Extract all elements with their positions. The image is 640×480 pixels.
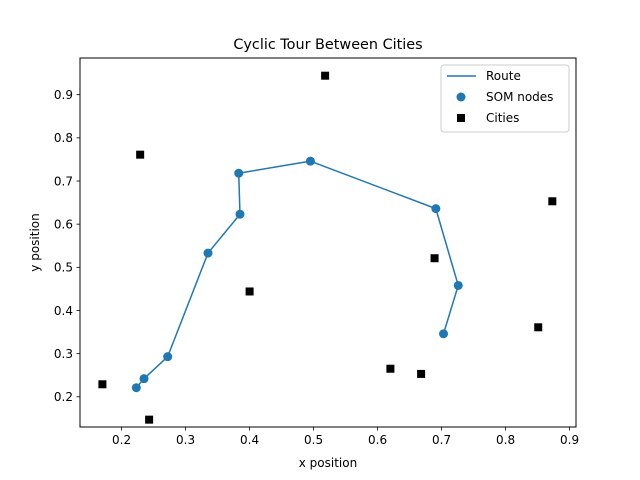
x-axis-label: x position: [299, 456, 357, 470]
city-point-4: [245, 287, 254, 296]
city-point-6: [386, 364, 395, 373]
som-node-point-5: [235, 209, 245, 219]
legend-cities-swatch: [457, 114, 465, 122]
y-tick-label-0: 0.2: [54, 390, 73, 404]
y-tick-label-7: 0.9: [54, 88, 73, 102]
x-axis-ticks: 0.2 0.3 0.4 0.5 0.6 0.7 0.8 0.9: [112, 427, 579, 447]
city-point-3: [430, 254, 439, 263]
y-tick-label-3: 0.5: [54, 261, 73, 275]
legend-box: [440, 64, 570, 133]
som-node-point-1: [453, 280, 463, 290]
city-point-8: [98, 380, 107, 389]
x-tick-label-5: 0.7: [432, 433, 451, 447]
som-node-point-2: [431, 204, 441, 214]
x-tick-label-3: 0.5: [304, 433, 323, 447]
y-tick-label-2: 0.4: [54, 304, 73, 318]
x-tick-label-4: 0.6: [368, 433, 387, 447]
som-node-point-6: [203, 248, 213, 258]
som-node-point-3: [305, 156, 315, 166]
chart-title: Cyclic Tour Between Cities: [233, 37, 422, 53]
x-tick-label-7: 0.9: [560, 433, 579, 447]
y-axis-label: y position: [28, 213, 42, 271]
y-tick-label-5: 0.7: [54, 174, 73, 188]
city-point-1: [136, 150, 145, 159]
legend: Route SOM nodes Cities: [440, 64, 570, 133]
legend-route-label: Route: [486, 69, 521, 83]
y-axis-ticks: 0.2 0.3 0.4 0.5 0.6 0.7 0.8 0.9: [54, 88, 80, 404]
city-point-5: [534, 323, 543, 332]
y-tick-label-4: 0.6: [54, 217, 73, 231]
som-node-point-8: [139, 374, 149, 384]
city-point-0: [321, 71, 330, 80]
legend-som-nodes-label: SOM nodes: [486, 90, 553, 104]
som-node-point-0: [439, 329, 449, 339]
axes-frame: [79, 57, 577, 428]
x-tick-label-0: 0.2: [112, 433, 131, 447]
y-tick-label-6: 0.8: [54, 131, 73, 145]
som-node-point-4: [234, 168, 244, 178]
route-line: [135, 160, 459, 389]
x-tick-label-2: 0.4: [240, 433, 259, 447]
som-node-point-7: [163, 352, 173, 362]
city-point-7: [417, 369, 426, 378]
x-tick-label-6: 0.8: [496, 433, 515, 447]
som-node-point-9: [131, 383, 141, 393]
legend-cities-label: Cities: [486, 111, 519, 125]
x-tick-label-1: 0.3: [176, 433, 195, 447]
y-tick-label-1: 0.3: [54, 347, 73, 361]
legend-som-nodes-swatch: [456, 92, 466, 102]
plot-area: [98, 71, 557, 424]
city-point-9: [145, 415, 154, 424]
city-point-2: [548, 197, 557, 206]
